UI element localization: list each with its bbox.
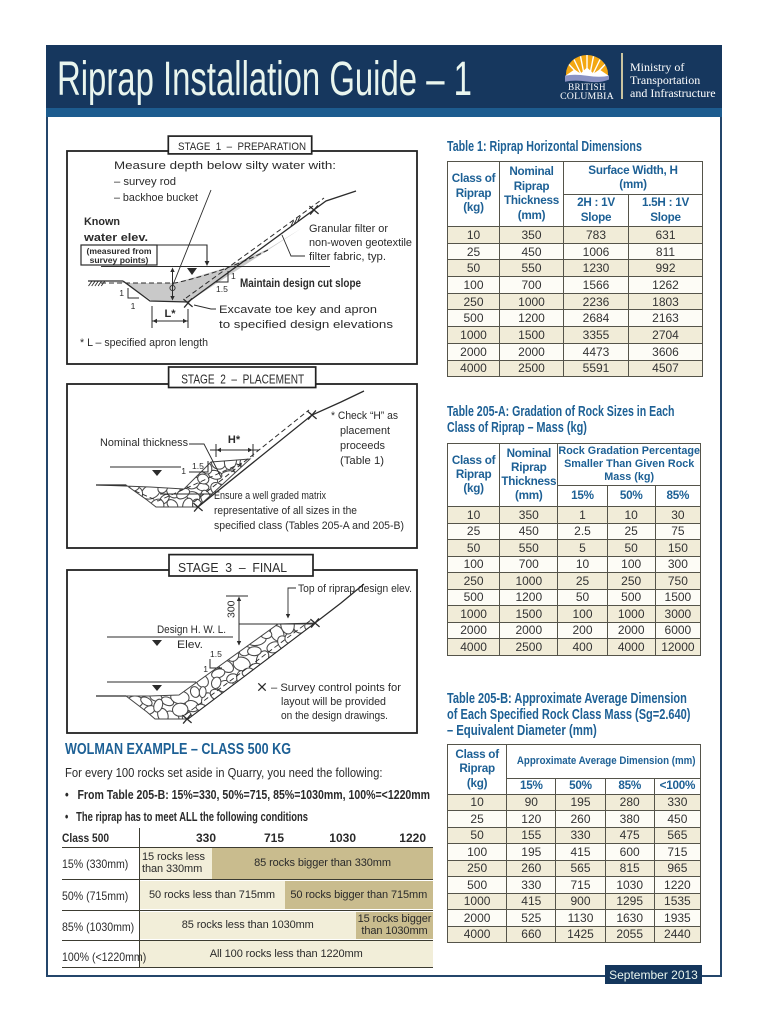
svg-text:1: 1 (181, 466, 186, 476)
svg-text:300: 300 (226, 600, 238, 618)
svg-text:1.5: 1.5 (210, 649, 222, 659)
svg-text:1: 1 (203, 664, 208, 674)
svg-text:Known: Known (84, 216, 120, 228)
svg-text:1: 1 (231, 271, 236, 281)
svg-text:Elev.: Elev. (177, 639, 203, 651)
svg-text:* L – specified apron length: * L – specified apron length (80, 337, 208, 349)
svg-text:Excavate toe key and apron: Excavate toe key and apron (219, 304, 377, 316)
svg-text:to specified design elevations: to specified design elevations (219, 319, 393, 331)
svg-text:– Survey control points for: – Survey control points for (271, 682, 401, 694)
svg-text:STAGE 1 – PREPARATION: STAGE 1 – PREPARATION (178, 141, 306, 153)
svg-text:STAGE 3 – FINAL: STAGE 3 – FINAL (178, 560, 287, 575)
svg-text:survey points): survey points) (90, 255, 149, 265)
svg-text:representative of all sizes in: representative of all sizes in the (214, 505, 357, 517)
svg-text:Ensure a well graded matrix: Ensure a well graded matrix (214, 490, 326, 502)
svg-text:proceeds: proceeds (340, 440, 385, 452)
svg-text:non-woven geotextile: non-woven geotextile (309, 237, 412, 249)
svg-text:(Table 1): (Table 1) (340, 455, 384, 467)
svg-text:1.5: 1.5 (216, 284, 228, 294)
svg-text:Nominal thickness: Nominal thickness (100, 437, 188, 449)
svg-text:STAGE 2 – PLACEMENT: STAGE 2 – PLACEMENT (181, 371, 304, 386)
svg-text:Measure depth below silty wate: Measure depth below silty water with: (114, 160, 336, 172)
svg-text:* Check “H” as: * Check “H” as (331, 410, 398, 422)
svg-text:(measured from: (measured from (87, 246, 152, 256)
svg-text:1: 1 (119, 288, 124, 298)
svg-text:Maintain design cut slope: Maintain design cut slope (240, 277, 361, 290)
svg-text:Design H. W. L.: Design H. W. L. (157, 624, 226, 636)
svg-text:Granular filter or: Granular filter or (309, 223, 388, 235)
svg-text:1: 1 (131, 301, 136, 311)
svg-text:on the design drawings.: on the design drawings. (281, 710, 388, 722)
svg-text:specified class (Tables 205-A: specified class (Tables 205-A and 205-B) (214, 520, 404, 532)
svg-text:filter fabric, typ.: filter fabric, typ. (309, 251, 386, 263)
svg-text:– backhoe bucket: – backhoe bucket (114, 192, 199, 204)
svg-text:Top of riprap design elev.: Top of riprap design elev. (298, 583, 412, 595)
svg-text:H*: H* (228, 434, 241, 446)
svg-text:layout will be provided: layout will be provided (281, 696, 386, 708)
svg-text:1.5: 1.5 (192, 461, 204, 471)
svg-text:placement: placement (340, 425, 391, 437)
svg-text:water elev.: water elev. (83, 232, 148, 244)
svg-text:– survey rod: – survey rod (114, 176, 176, 188)
svg-text:L*: L* (165, 308, 177, 320)
